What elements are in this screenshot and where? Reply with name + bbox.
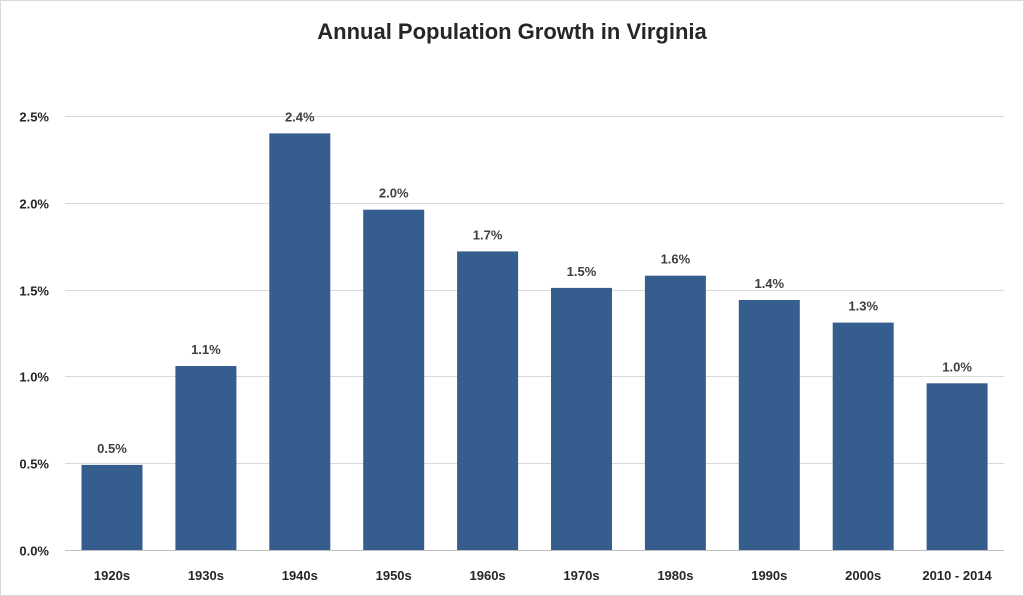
bar: [832, 322, 894, 550]
x-tick-label: 1980s: [657, 568, 693, 583]
bar: [363, 209, 425, 550]
x-tick-label: 1920s: [94, 568, 130, 583]
bar: [926, 383, 988, 550]
data-label: 1.3%: [848, 299, 878, 314]
y-tick-label: 2.5%: [19, 110, 49, 125]
bar: [551, 287, 612, 550]
x-tick-label: 1970s: [563, 568, 599, 583]
data-label: 1.5%: [567, 264, 597, 279]
data-label: 1.6%: [661, 252, 691, 267]
x-tick-label: 1960s: [470, 568, 506, 583]
y-tick-label: 0.5%: [19, 457, 49, 472]
bar: [457, 251, 519, 550]
x-tick-label: 1940s: [282, 568, 318, 583]
data-label: 0.5%: [97, 441, 127, 456]
data-label: 1.4%: [754, 276, 784, 291]
data-label: 1.7%: [473, 227, 503, 242]
bar: [269, 133, 331, 550]
bar: [738, 300, 800, 550]
bar: [644, 275, 706, 550]
data-label: 1.0%: [942, 359, 972, 374]
x-tick-label: 2010 - 2014: [922, 568, 992, 583]
x-tick-label: 2000s: [845, 568, 881, 583]
data-label: 2.0%: [379, 186, 409, 201]
chart-title: Annual Population Growth in Virginia: [317, 19, 707, 44]
data-label: 1.1%: [191, 342, 221, 357]
y-tick-label: 2.0%: [19, 197, 49, 212]
bar: [175, 366, 237, 550]
x-tick-label: 1950s: [376, 568, 412, 583]
x-tick-label: 1930s: [188, 568, 224, 583]
x-tick-label: 1990s: [751, 568, 787, 583]
y-tick-label: 0.0%: [19, 544, 49, 559]
bar: [81, 464, 143, 550]
data-label: 2.4%: [285, 109, 315, 124]
y-tick-label: 1.0%: [19, 370, 49, 385]
y-tick-label: 1.5%: [19, 284, 49, 299]
